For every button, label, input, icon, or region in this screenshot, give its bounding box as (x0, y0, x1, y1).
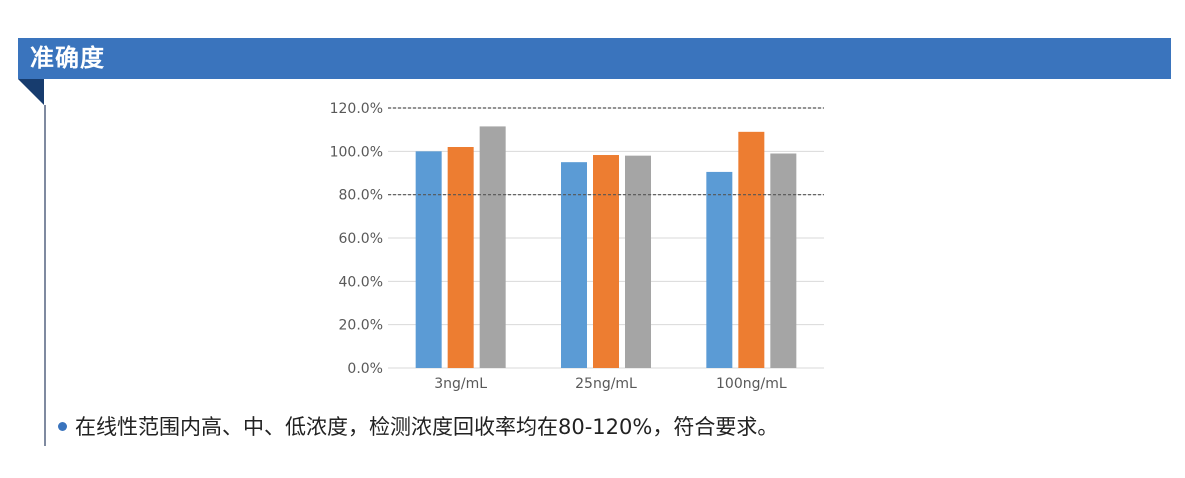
y-tick-label: 0.0% (347, 361, 383, 377)
bar (561, 162, 587, 368)
bars (415, 126, 797, 368)
bullet-dot-icon (58, 421, 67, 431)
x-tick-label: 100ng/mL (716, 376, 787, 392)
y-tick-label: 120.0% (330, 101, 383, 117)
x-tick-label: 3ng/mL (434, 376, 487, 392)
y-tick-label: 100.0% (330, 144, 383, 160)
y-tick-label: 40.0% (339, 274, 383, 290)
bar (479, 126, 506, 368)
y-tick-label: 60.0% (339, 231, 383, 247)
note-row: 在线性范围内高、中、低浓度，检测浓度回收率均在80-120%，符合要求。 (58, 408, 778, 444)
bar (770, 153, 797, 368)
bar (706, 171, 733, 368)
y-axis-ticks: 0.0% 20.0% 40.0% 60.0% 80.0% 100.0% 120.0% (330, 101, 383, 377)
bar (738, 131, 765, 368)
bar (625, 155, 651, 368)
note-text: 在线性范围内高、中、低浓度，检测浓度回收率均在80-120%，符合要求。 (75, 415, 779, 439)
accuracy-bar-chart: 0.0% 20.0% 40.0% 60.0% 80.0% 100.0% 120.0% 3ng… (330, 101, 824, 392)
x-axis-ticks: 3ng/mL 25ng/mL 100ng/mL (434, 376, 787, 392)
bar (447, 147, 474, 368)
header-corner-fold (18, 79, 44, 105)
x-tick-label: 25ng/mL (575, 376, 637, 392)
y-tick-label: 20.0% (339, 318, 383, 334)
reference-lines (388, 107, 824, 196)
section-title: 准确度 (30, 44, 105, 72)
left-border-line (44, 105, 46, 446)
section-header: 准确度 (18, 38, 1171, 79)
bar (415, 151, 442, 368)
y-tick-label: 80.0% (339, 188, 383, 204)
bar (593, 155, 619, 368)
